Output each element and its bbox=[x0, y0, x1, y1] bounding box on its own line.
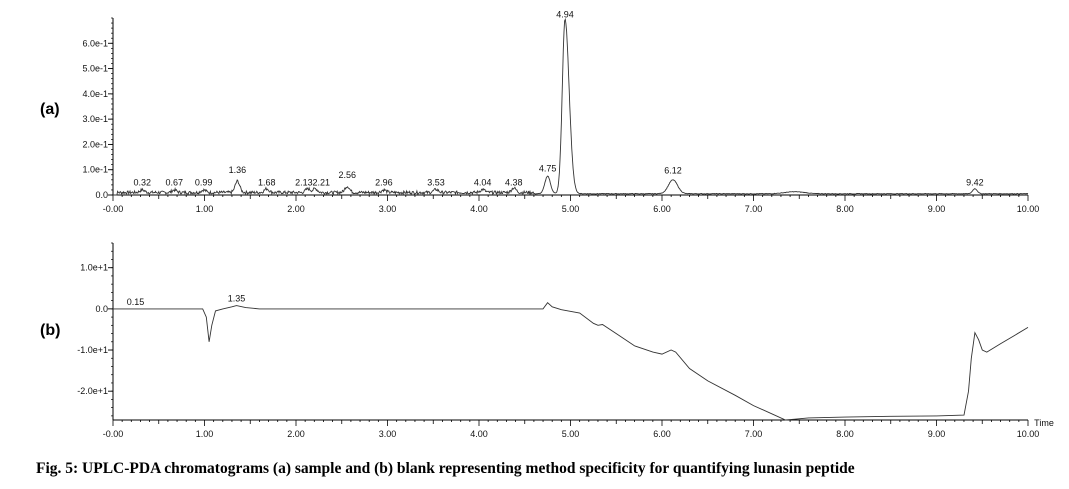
panel-a-x-tick-label: 5.00 bbox=[562, 204, 580, 214]
panel-a-y-tick-label: 1.0e-1 bbox=[82, 165, 108, 175]
panel-b-x-tick-label: 3.00 bbox=[379, 429, 397, 439]
panel-b-x-tick-label: 7.00 bbox=[745, 429, 763, 439]
panel-a-y-tick-label: 2.0e-1 bbox=[82, 139, 108, 149]
panel-a-x-tick-label: -0.00 bbox=[103, 204, 124, 214]
panel-a-peak-label: 2.21 bbox=[312, 177, 330, 187]
panel-a-x-tick-label: 7.00 bbox=[745, 204, 763, 214]
panel-b-peak-label: 1.35 bbox=[228, 294, 246, 304]
panel-b-x-tick-label: 10.00 bbox=[1017, 429, 1040, 439]
panel-b-trace bbox=[113, 302, 1029, 421]
panel-b-y-tick-label: -1.0e+1 bbox=[77, 345, 108, 355]
panel-b-peak-label: 0.15 bbox=[127, 297, 145, 307]
panel-b-x-tick-label: 1.00 bbox=[196, 429, 214, 439]
panel-b-y-tick-label: 1.0e+1 bbox=[80, 263, 108, 273]
panel-a-peak-label: 2.13 bbox=[295, 177, 313, 187]
panel-a-peak-label: 4.75 bbox=[539, 164, 557, 174]
panel-a-peak-label: 0.32 bbox=[134, 177, 152, 187]
panel-b-x-tick-label: 4.00 bbox=[470, 429, 488, 439]
panel-a-peak-label: 3.53 bbox=[427, 177, 445, 187]
panel-a-peak-label: 4.94 bbox=[556, 10, 574, 20]
figure-caption: Fig. 5: UPLC-PDA chromatograms (a) sampl… bbox=[36, 460, 855, 477]
panel-b-x-tick-label: -0.00 bbox=[103, 429, 124, 439]
panel-a-peak-label: 9.42 bbox=[966, 177, 984, 187]
panel-label-b: (b) bbox=[40, 322, 61, 339]
panel-a-peak-label: 4.38 bbox=[505, 177, 523, 187]
panel-a-peak-label: 0.99 bbox=[195, 177, 213, 187]
panel-a-x-tick-label: 9.00 bbox=[928, 204, 946, 214]
panel-a-y-tick-label: 3.0e-1 bbox=[82, 114, 108, 124]
panel-a-trace bbox=[113, 17, 1029, 196]
panel-b-y-tick-label: 0.0 bbox=[95, 304, 108, 314]
panel-a-x-tick-label: 4.00 bbox=[470, 204, 488, 214]
panel-a-y-tick-label: 6.0e-1 bbox=[82, 38, 108, 48]
panel-a-peak-label: 6.12 bbox=[664, 165, 682, 175]
panel-b-y-tick-label: -2.0e+1 bbox=[77, 386, 108, 396]
panel-a-peak-label: 2.96 bbox=[375, 177, 393, 187]
panel-a-peak-label: 4.04 bbox=[474, 177, 492, 187]
panel-a-x-tick-label: 3.00 bbox=[379, 204, 397, 214]
panel-b-x-tick-label: 9.00 bbox=[928, 429, 946, 439]
panel-a-peak-label: 1.68 bbox=[258, 177, 276, 187]
panel-b-x-tick-label: 5.00 bbox=[562, 429, 580, 439]
panel-a-x-tick-label: 10.00 bbox=[1017, 204, 1040, 214]
panel-b-x-tick-label: 2.00 bbox=[287, 429, 305, 439]
panel-a-peak-label: 0.67 bbox=[166, 177, 184, 187]
panel-label-a: (a) bbox=[40, 101, 60, 118]
panel-a-x-tick-label: 6.00 bbox=[653, 204, 671, 214]
panel-a-x-tick-label: 8.00 bbox=[836, 204, 854, 214]
panel-b-x-tick-label: 8.00 bbox=[836, 429, 854, 439]
panel-b-x-axis-label: Time bbox=[1034, 418, 1054, 428]
panel-a-x-tick-label: 2.00 bbox=[287, 204, 305, 214]
panel-a-y-tick-label: 5.0e-1 bbox=[82, 64, 108, 74]
panel-a-peak-label: 1.36 bbox=[229, 165, 247, 175]
panel-a-peak-label: 2.56 bbox=[338, 170, 356, 180]
panel-b-x-tick-label: 6.00 bbox=[653, 429, 671, 439]
panel-a-y-tick-label: 0.0 bbox=[95, 190, 108, 200]
panel-a-x-tick-label: 1.00 bbox=[196, 204, 214, 214]
panel-a-y-tick-label: 4.0e-1 bbox=[82, 89, 108, 99]
